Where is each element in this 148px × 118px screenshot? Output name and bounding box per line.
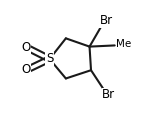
Text: Me: Me — [116, 39, 131, 49]
Text: O: O — [21, 63, 30, 76]
Text: S: S — [46, 53, 53, 65]
Text: Br: Br — [102, 88, 115, 101]
Text: Br: Br — [100, 14, 113, 27]
Text: O: O — [21, 41, 30, 54]
